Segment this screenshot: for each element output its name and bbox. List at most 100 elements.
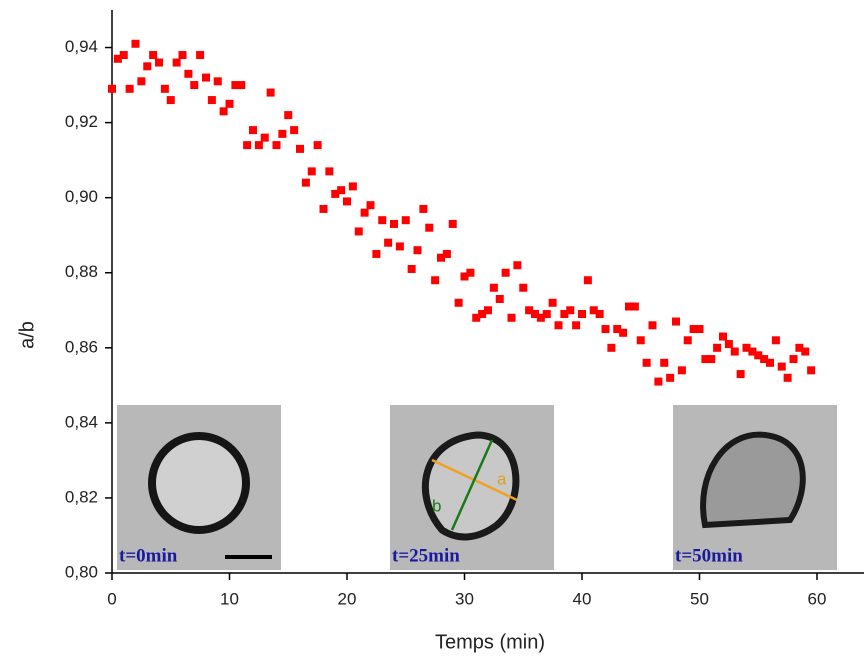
y-tick-label: 0,88	[65, 262, 98, 281]
y-tick-label: 0,90	[65, 187, 98, 206]
point	[448, 219, 457, 228]
point	[613, 325, 622, 334]
x-tick-label: 50	[690, 589, 709, 608]
point	[348, 182, 357, 191]
inset-axis-label: a	[497, 469, 507, 488]
point	[707, 355, 716, 364]
point	[360, 208, 369, 217]
cell	[148, 432, 250, 534]
point	[519, 283, 528, 292]
y-tick-label: 0,84	[65, 412, 98, 431]
point	[284, 111, 293, 120]
point	[454, 298, 463, 307]
point	[231, 81, 240, 90]
point	[249, 126, 257, 135]
point	[560, 310, 569, 319]
point	[319, 204, 328, 213]
x-tick-label: 60	[808, 589, 827, 608]
point	[654, 377, 663, 386]
y-axis-label: a/b	[16, 321, 38, 349]
point	[495, 295, 504, 304]
point	[254, 141, 263, 150]
point	[390, 219, 398, 228]
point	[413, 246, 422, 255]
point	[178, 51, 187, 60]
point	[489, 283, 498, 292]
point	[190, 81, 199, 90]
cell	[700, 431, 806, 529]
inset-label: t=50min	[675, 545, 743, 566]
point	[760, 355, 769, 364]
point	[325, 167, 334, 176]
point	[202, 73, 210, 82]
point	[766, 358, 774, 367]
inset-label: t=0min	[119, 545, 178, 566]
point	[748, 347, 757, 356]
y-tick-label: 0,80	[65, 562, 98, 581]
y-tick-label: 0,92	[65, 112, 98, 131]
point	[619, 328, 628, 337]
x-tick-label: 10	[220, 589, 239, 608]
point	[466, 268, 475, 277]
point	[742, 343, 751, 352]
point	[478, 310, 487, 319]
point	[407, 264, 416, 273]
point	[636, 336, 645, 345]
point	[272, 141, 281, 150]
point	[437, 253, 445, 262]
point	[131, 39, 140, 48]
point	[666, 373, 675, 382]
point	[137, 77, 146, 86]
point	[301, 178, 310, 187]
y-tick-label: 0,94	[65, 37, 98, 56]
point	[595, 310, 604, 319]
point	[807, 366, 816, 375]
point	[296, 144, 304, 153]
point	[166, 96, 175, 105]
point	[442, 249, 451, 258]
point	[237, 81, 246, 90]
point	[507, 313, 516, 322]
x-tick-label: 30	[455, 589, 474, 608]
point	[536, 313, 545, 322]
point	[525, 306, 534, 315]
point	[607, 343, 616, 352]
x-tick-label: 40	[573, 589, 592, 608]
point	[425, 223, 434, 232]
point	[572, 321, 581, 330]
point	[184, 69, 193, 78]
point	[119, 51, 128, 60]
point	[384, 238, 393, 247]
point	[789, 355, 798, 364]
inset-label: t=25min	[392, 545, 460, 566]
x-axis-label: Temps (min)	[435, 631, 545, 653]
point	[266, 88, 275, 97]
point	[313, 141, 322, 150]
inset-axis-label: b	[432, 496, 441, 515]
inset-image: t=50min	[673, 405, 837, 570]
point	[754, 351, 763, 360]
point	[589, 306, 598, 315]
point	[689, 325, 698, 334]
point	[337, 186, 346, 195]
point	[724, 340, 733, 349]
point	[783, 373, 792, 382]
point	[307, 167, 316, 176]
point	[290, 126, 299, 135]
point	[196, 51, 205, 60]
point	[542, 310, 551, 319]
inset-image: t=0min	[117, 405, 281, 570]
point	[672, 317, 680, 326]
point	[431, 276, 440, 285]
point	[143, 62, 152, 71]
point	[343, 197, 351, 206]
y-tick-label: 0,86	[65, 337, 98, 356]
axis-b	[450, 439, 494, 531]
point	[149, 51, 158, 60]
x-tick-label: 20	[338, 589, 357, 608]
point	[108, 84, 116, 93]
y-tick-label: 0,82	[65, 487, 98, 506]
point	[771, 336, 780, 345]
point	[625, 302, 633, 311]
point	[125, 84, 134, 93]
